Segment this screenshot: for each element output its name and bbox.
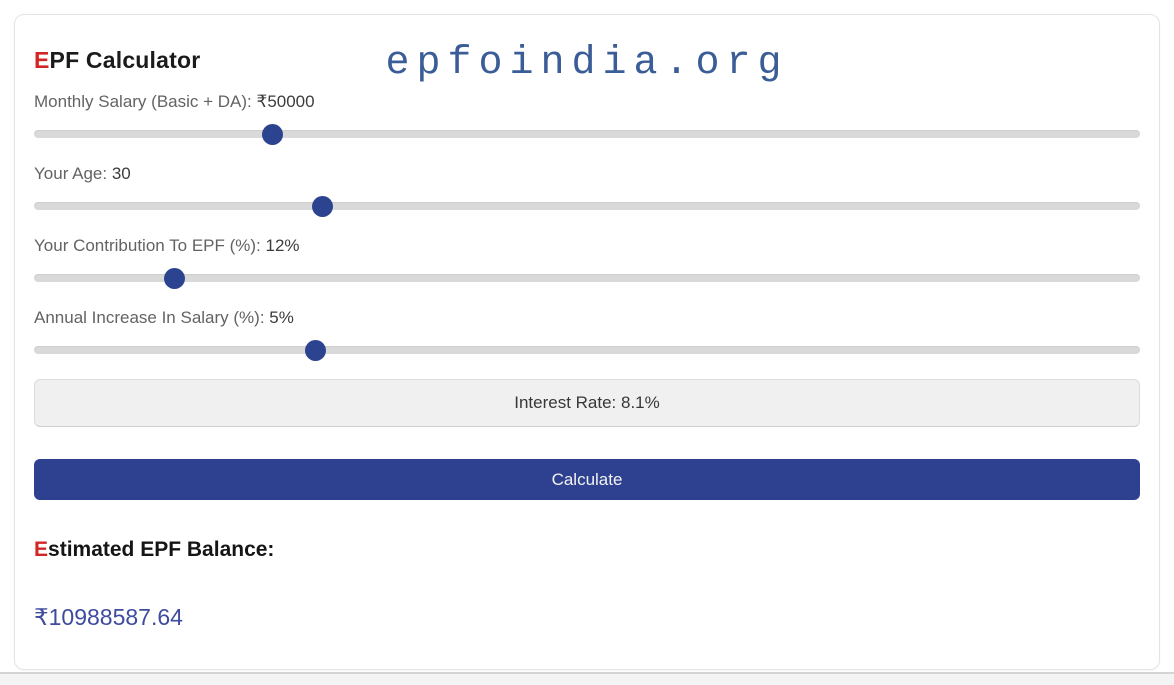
slider-group-epf-contribution: Your Contribution To EPF (%): 12%	[34, 235, 1140, 289]
epf-contribution-label: Your Contribution To EPF (%): 12%	[34, 235, 1140, 257]
calculate-button[interactable]: Calculate	[34, 459, 1140, 500]
annual-increase-label-text: Annual Increase In Salary (%):	[34, 308, 270, 327]
monthly-salary-slider[interactable]	[34, 123, 1140, 145]
site-watermark: epfoindia.org	[385, 41, 789, 86]
age-label: Your Age: 30	[34, 163, 1140, 185]
slider-thumb[interactable]	[261, 123, 283, 145]
slider-track[interactable]	[34, 129, 1140, 138]
annual-increase-slider[interactable]	[34, 339, 1140, 361]
age-label-text: Your Age:	[34, 164, 112, 183]
slider-group-annual-increase: Annual Increase In Salary (%): 5%	[34, 307, 1140, 361]
slider-thumb[interactable]	[304, 339, 326, 361]
monthly-salary-value: ₹50000	[256, 92, 315, 111]
age-value: 30	[111, 164, 131, 183]
interest-rate-display: Interest Rate: 8.1%	[34, 379, 1140, 427]
title-accent-letter: E	[34, 47, 50, 73]
title-text: PF Calculator	[49, 47, 201, 73]
epf-contribution-label-text: Your Contribution To EPF (%):	[34, 236, 266, 255]
slider-track[interactable]	[34, 273, 1140, 282]
annual-increase-label: Annual Increase In Salary (%): 5%	[34, 307, 1140, 329]
estimated-epf-balance-value: ₹10988587.64	[34, 604, 183, 630]
annual-increase-value: 5%	[269, 308, 294, 327]
epf-contribution-slider[interactable]	[34, 267, 1140, 289]
slider-thumb[interactable]	[311, 195, 333, 217]
slider-track[interactable]	[34, 345, 1140, 354]
monthly-salary-label-text: Monthly Salary (Basic + DA):	[34, 92, 257, 111]
epf-contribution-value: 12%	[265, 236, 300, 255]
epf-calculator-card: EPF Calculator epfoindia.org Monthly Sal…	[14, 14, 1160, 670]
slider-thumb[interactable]	[164, 267, 186, 289]
age-slider[interactable]	[34, 195, 1140, 217]
slider-group-age: Your Age: 30	[34, 163, 1140, 217]
header: EPF Calculator epfoindia.org	[34, 41, 1140, 91]
monthly-salary-label: Monthly Salary (Basic + DA): ₹50000	[34, 91, 1140, 113]
result-heading: Estimated EPF Balance:	[34, 538, 1140, 562]
slider-group-monthly-salary: Monthly Salary (Basic + DA): ₹50000	[34, 91, 1140, 145]
bottom-divider	[0, 672, 1174, 685]
result-heading-accent-letter: E	[34, 538, 49, 561]
slider-track[interactable]	[34, 201, 1140, 210]
page-title: EPF Calculator	[34, 47, 1140, 74]
result-heading-text: stimated EPF Balance:	[48, 538, 275, 561]
